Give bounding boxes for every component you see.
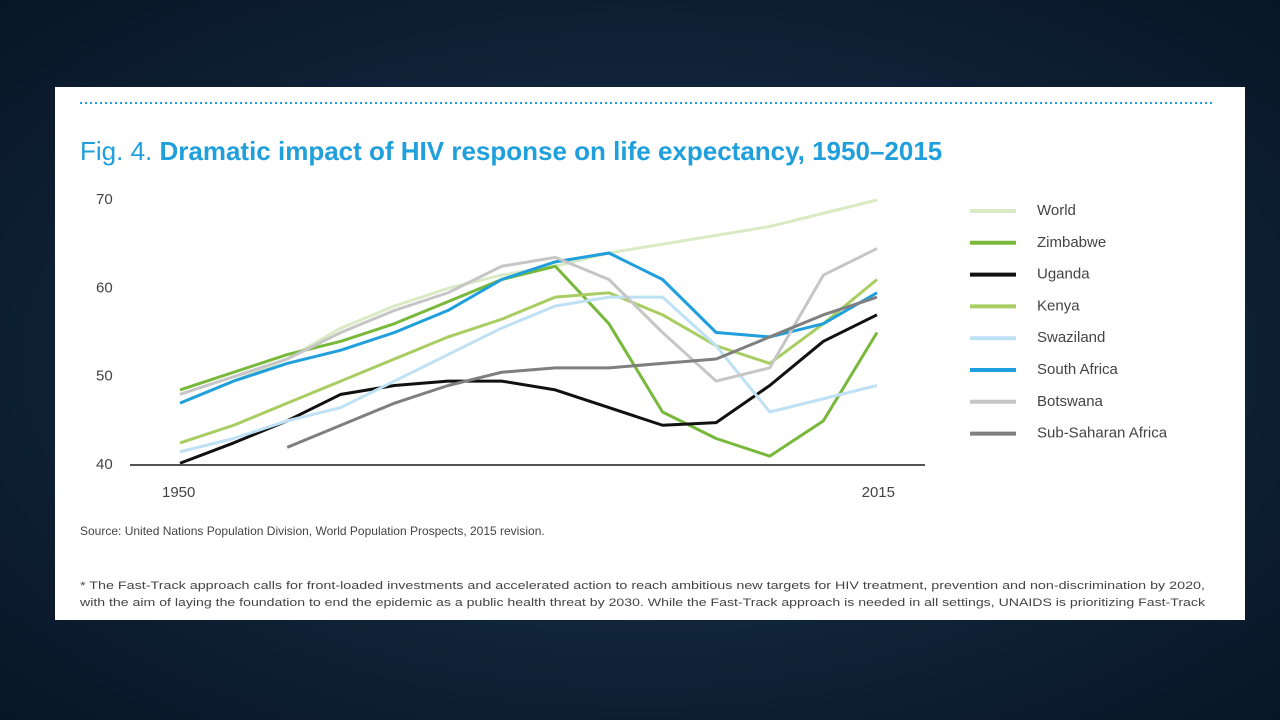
- footnote: * The Fast-Track approach calls for fron…: [80, 580, 1205, 592]
- x-tick-label: 2015: [862, 484, 895, 501]
- series-line: [179, 313, 878, 465]
- legend-label: Uganda: [1037, 266, 1090, 283]
- legend-label: Zimbabwe: [1037, 234, 1106, 251]
- y-tick-label: 40: [96, 456, 113, 473]
- legend-label: Swaziland: [1037, 329, 1105, 346]
- legend-label: World: [1037, 202, 1076, 219]
- series-line: [179, 251, 878, 405]
- series-line: [179, 278, 878, 445]
- chart-title: Fig. 4. Dramatic impact of HIV response …: [80, 136, 942, 166]
- legend-label: South Africa: [1037, 361, 1119, 378]
- panel: [55, 87, 1245, 620]
- legend-label: Kenya: [1037, 297, 1080, 314]
- legend-label: Sub-Saharan Africa: [1037, 425, 1168, 442]
- series-line: [179, 247, 878, 396]
- y-tick-label: 70: [96, 191, 113, 208]
- fig-label: Fig. 4.: [80, 136, 152, 166]
- series-line: [286, 295, 878, 449]
- title-text: Dramatic impact of HIV response on life …: [159, 136, 942, 166]
- y-tick-label: 50: [96, 368, 113, 385]
- y-tick-label: 60: [96, 279, 113, 296]
- x-tick-label: 1950: [162, 484, 195, 501]
- series-line: [179, 264, 879, 458]
- source: Source: United Nations Population Divisi…: [80, 524, 545, 538]
- series-line: [179, 295, 878, 454]
- legend-label: Botswana: [1037, 393, 1104, 410]
- footnote: with the aim of laying the foundation to…: [79, 597, 1206, 609]
